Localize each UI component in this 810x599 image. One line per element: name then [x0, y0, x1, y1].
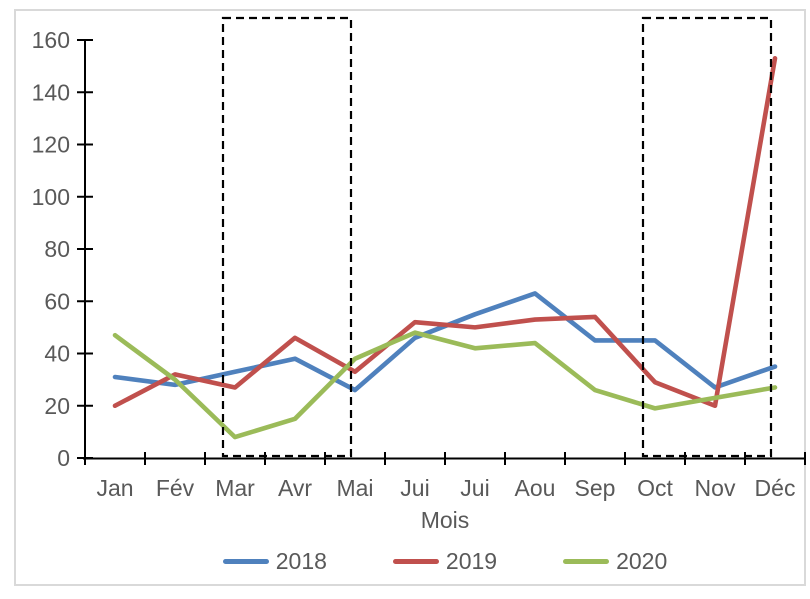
y-tick-label: 40 [44, 341, 70, 367]
x-tick-label: Jui [400, 475, 429, 501]
legend-label-2019: 2019 [445, 548, 498, 574]
chart-legend: 2018 2019 2020 [85, 548, 805, 575]
x-tick-label: Nov [695, 475, 736, 501]
x-tick-label: Oct [637, 475, 673, 501]
legend-item-2020: 2020 [563, 548, 667, 575]
x-tick-label: Sep [575, 475, 616, 501]
y-tick-label: 20 [44, 393, 70, 419]
x-tick-label: Déc [755, 475, 796, 501]
legend-label-2018: 2018 [275, 548, 327, 574]
y-tick-label: 140 [32, 79, 70, 105]
legend-swatch-2018 [222, 559, 269, 564]
y-tick-label: 80 [44, 236, 70, 262]
x-axis-title: Mois [420, 507, 470, 533]
y-tick-label: 120 [32, 132, 70, 158]
series-line-2020 [112, 330, 778, 440]
x-tick-label: Jan [96, 475, 133, 501]
highlight-box [641, 16, 773, 458]
y-tick-label: 160 [32, 27, 70, 53]
legend-item-2019: 2019 [392, 548, 498, 575]
x-tick-label: Mai [336, 475, 373, 501]
y-tick-label: 60 [44, 288, 70, 314]
x-tick-label: Fév [156, 475, 195, 501]
x-tick-label: Aou [515, 475, 556, 501]
legend-item-2018: 2018 [222, 548, 327, 575]
legend-label-2020: 2020 [616, 548, 668, 574]
legend-swatch-2019 [392, 559, 439, 564]
series-line-2019 [112, 55, 778, 409]
x-tick-label: Mar [215, 475, 255, 501]
chart-frame [14, 9, 806, 586]
legend-swatch-2020 [563, 559, 610, 564]
x-tick-label: Avr [278, 475, 312, 501]
y-tick-label: 0 [57, 445, 70, 471]
highlight-box [221, 16, 353, 458]
y-tick-label: 100 [32, 184, 70, 210]
x-tick-label: Jui [460, 475, 489, 501]
